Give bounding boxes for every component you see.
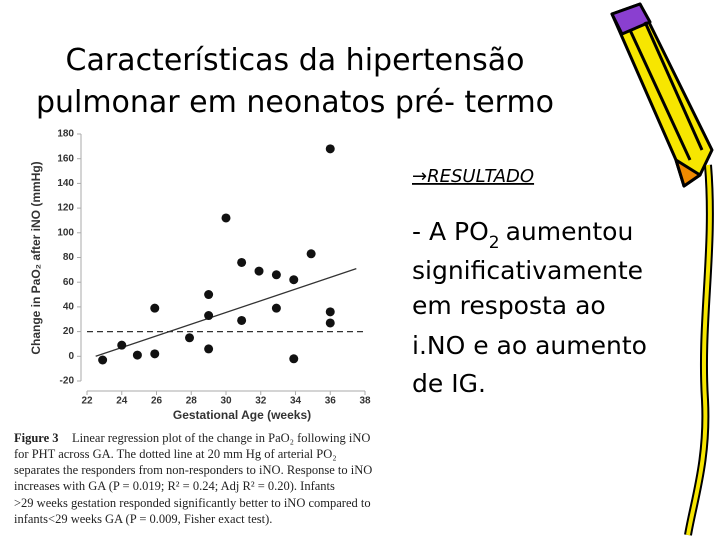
subscript: 2	[489, 233, 500, 253]
x-tick-label: 32	[255, 396, 267, 407]
data-point	[132, 350, 142, 360]
x-tick-label: 34	[290, 396, 302, 407]
title: Características da hipertensão	[66, 43, 525, 78]
data-point	[325, 144, 335, 154]
bullet-text: aumentou	[506, 217, 634, 246]
data-point	[204, 311, 214, 321]
y-tick-label: 160	[57, 153, 74, 164]
data-point	[289, 275, 299, 285]
data-point	[150, 349, 160, 359]
data-point	[221, 213, 231, 223]
data-point	[325, 318, 335, 328]
y-tick-label: 100	[57, 227, 74, 238]
data-point	[289, 354, 299, 364]
bullet-line: i.NO e ao aumento	[412, 331, 647, 360]
decor-line	[686, 164, 712, 536]
data-point	[98, 355, 108, 365]
bullet-line: de IG.	[412, 369, 486, 398]
y-tick-label: 0	[68, 351, 74, 362]
bullet-line: significativamente	[412, 256, 643, 285]
bullet-line: - A PO2 aumentou	[412, 217, 633, 253]
y-tick-label: 40	[63, 302, 75, 313]
section-heading: →RESULTADO	[412, 166, 534, 187]
data-point	[325, 307, 335, 317]
y-tick-label: 60	[63, 277, 75, 288]
y-tick-label: -20	[60, 376, 75, 387]
x-tick-label: 36	[325, 396, 337, 407]
caption-line: >29 weeks gestation responded significan…	[14, 496, 371, 510]
data-point	[271, 303, 281, 313]
y-tick-label: 180	[57, 129, 74, 140]
y-tick-label: 20	[63, 326, 75, 337]
data-point	[117, 340, 127, 350]
regression-line	[95, 267, 357, 357]
caption-line: Linear regression plot of the change in …	[72, 431, 370, 445]
data-point	[237, 315, 247, 325]
x-tick-label: 30	[220, 396, 232, 407]
data-point	[204, 290, 214, 300]
y-tick-label: 140	[57, 178, 74, 189]
data-point	[271, 270, 281, 280]
x-tick-label: 38	[359, 396, 371, 407]
caption-label: Figure 3	[14, 431, 59, 445]
x-tick-label: 22	[81, 396, 93, 407]
title: pulmonar em neonatos pré- termo	[36, 85, 554, 120]
pencil-icon	[610, 2, 714, 188]
data-point	[150, 303, 160, 313]
y-tick-label: 80	[63, 252, 75, 263]
data-point	[237, 257, 247, 267]
y-axis-label: Change in PaO₂ after iNO (mmHg)	[29, 161, 43, 354]
caption-line: increases with GA (P = 0.019; R² = 0.24;…	[14, 479, 335, 493]
data-point	[306, 249, 316, 259]
bullet-line: em resposta ao	[412, 291, 606, 320]
x-tick-label: 28	[186, 396, 198, 407]
caption-line: for PHT across GA. The dotted line at 20…	[14, 447, 337, 461]
y-tick-label: 120	[57, 203, 74, 214]
data-point	[185, 333, 195, 343]
data-point	[254, 266, 264, 276]
x-tick-label: 26	[151, 396, 163, 407]
x-tick-label: 24	[116, 396, 128, 407]
x-axis-label: Gestational Age (weeks)	[173, 408, 311, 422]
data-point	[204, 344, 214, 354]
bullet-text: - A PO	[412, 217, 489, 246]
caption-line: infants<29 weeks GA (P = 0.009, Fisher e…	[14, 512, 272, 526]
caption-line: separates the responders from non-respon…	[14, 463, 372, 477]
